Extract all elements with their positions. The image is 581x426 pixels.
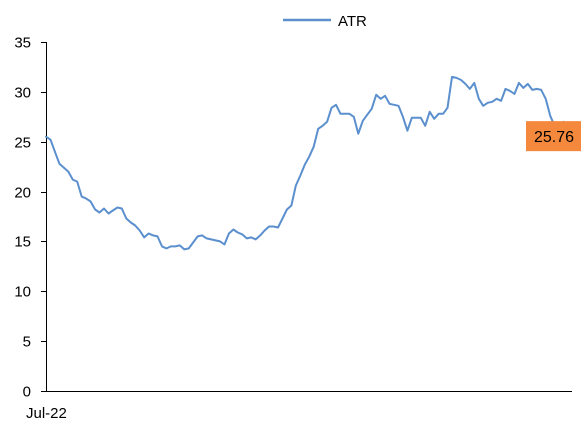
y-tick-label: 20	[14, 185, 31, 202]
last-value-label: 25.76	[534, 129, 574, 146]
series-line-atr	[45, 75, 569, 251]
last-value-box	[526, 121, 581, 152]
y-tick-label: 15	[14, 234, 31, 251]
y-tick-label: 30	[14, 85, 31, 102]
y-tick-label: 0	[23, 384, 31, 401]
y-tick-label: 25	[14, 135, 31, 152]
x-axis: Jul-22	[26, 391, 572, 422]
x-tick-label: Jul-22	[26, 405, 67, 422]
legend-label-atr: ATR	[338, 13, 367, 30]
y-axis: 0 5 10 15 20 25 30 35	[14, 35, 47, 401]
y-tick-label: 35	[14, 35, 31, 52]
y-tick-label: 5	[23, 334, 31, 351]
last-value-callout: 25.76	[526, 121, 581, 152]
plot-area	[45, 75, 569, 251]
chart-legend: ATR	[283, 13, 367, 30]
y-tick-label: 10	[14, 284, 31, 301]
